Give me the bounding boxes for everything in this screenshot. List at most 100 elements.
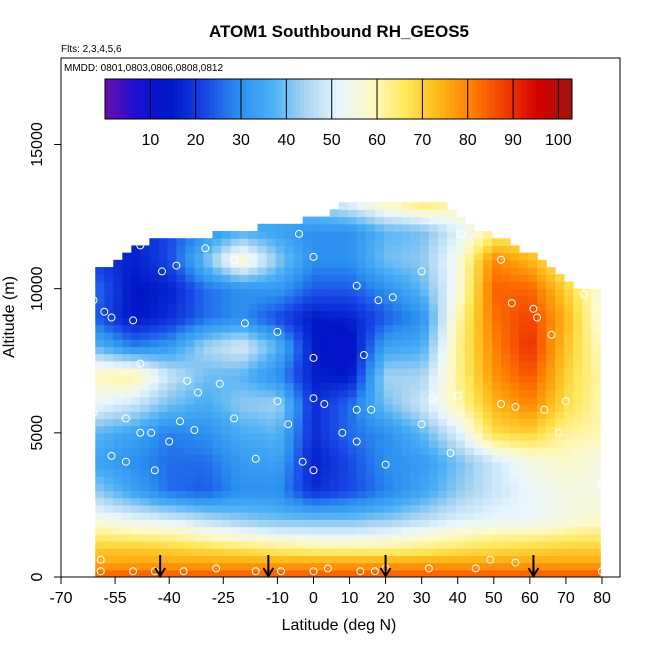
rh-cell: [510, 476, 520, 484]
rh-cell: [464, 331, 475, 340]
rh-cell: [546, 389, 556, 398]
colorbar-step: [435, 79, 442, 119]
rh-cell: [356, 367, 367, 376]
rh-cell: [302, 245, 313, 254]
rh-cell: [546, 533, 556, 542]
rh-cell: [257, 346, 268, 355]
rh-cell: [428, 396, 439, 405]
rh-cell: [410, 425, 421, 434]
rh-cell: [464, 425, 475, 434]
rh-cell: [555, 519, 565, 528]
rh-cell: [176, 295, 187, 304]
rh-cell: [500, 548, 511, 556]
rh-cell: [555, 317, 565, 326]
rh-cell: [455, 317, 466, 326]
rh-cell: [428, 216, 439, 225]
rh-cell: [140, 490, 150, 499]
rh-cell: [500, 274, 511, 283]
rh-cell: [374, 353, 385, 362]
rh-cell: [410, 512, 421, 520]
rh-cell: [338, 540, 349, 549]
colorbar-step: [535, 79, 541, 119]
rh-cell: [519, 555, 529, 564]
colorbar-step: [358, 79, 364, 119]
rh-cell: [419, 425, 430, 434]
rh-cell: [528, 303, 538, 311]
rh-cell: [383, 555, 394, 564]
rh-cell: [329, 209, 340, 218]
rh-cell: [266, 411, 277, 420]
rh-cell: [546, 360, 556, 369]
rh-cell: [275, 274, 286, 283]
rh-cell: [510, 382, 520, 391]
rh-cell: [482, 360, 493, 369]
rh-cell: [203, 324, 214, 333]
rh-cell: [582, 440, 592, 448]
rh-cell: [203, 295, 214, 304]
rh-cell: [410, 367, 421, 376]
rh-cell: [302, 281, 313, 290]
rh-cell: [239, 447, 250, 456]
rh-cell: [347, 245, 358, 254]
rh-cell: [167, 418, 178, 427]
rh-cell: [113, 360, 123, 369]
rh-cell: [176, 339, 187, 347]
rh-cell: [176, 389, 187, 398]
rh-cell: [257, 367, 268, 376]
colorbar-step: [327, 79, 333, 119]
colorbar-step: [313, 79, 319, 119]
rh-cell: [374, 483, 385, 492]
rh-cell: [239, 324, 250, 333]
x-tick-label: 70: [557, 590, 575, 607]
rh-cell: [230, 490, 241, 499]
rh-cell: [482, 440, 493, 448]
rh-cell: [122, 259, 132, 268]
rh-cell: [510, 310, 520, 319]
rh-cell: [275, 411, 286, 420]
rh-cell: [257, 447, 268, 456]
rh-cell: [528, 375, 538, 383]
rh-cell: [149, 324, 159, 333]
rh-cell: [338, 324, 349, 333]
rh-cell: [230, 288, 241, 297]
rh-cell: [546, 454, 556, 463]
rh-cell: [410, 483, 421, 492]
rh-cell: [374, 418, 385, 427]
rh-cell: [365, 303, 376, 311]
rh-cell: [528, 404, 538, 412]
rh-cell: [203, 389, 214, 398]
rh-cell: [320, 252, 331, 261]
rh-cell: [437, 324, 448, 333]
rh-cell: [582, 404, 592, 412]
rh-cell: [122, 555, 132, 564]
rh-cell: [284, 259, 295, 268]
rh-cell: [410, 497, 421, 506]
rh-cell: [113, 288, 123, 297]
rh-cell: [257, 454, 268, 463]
rh-cell: [455, 483, 466, 492]
rh-cell: [374, 476, 385, 484]
rh-cell: [365, 324, 376, 333]
rh-cell: [473, 540, 484, 549]
rh-cell: [221, 324, 232, 333]
rh-cell: [203, 310, 214, 319]
rh-cell: [167, 259, 178, 268]
rh-cell: [293, 548, 304, 556]
rh-cell: [410, 519, 421, 528]
rh-cell: [302, 432, 313, 441]
rh-cell: [266, 367, 277, 376]
rh-cell: [392, 440, 403, 448]
rh-cell: [573, 310, 583, 319]
rh-cell: [149, 404, 159, 412]
rh-cell: [555, 367, 565, 376]
rh-cell: [464, 533, 475, 542]
colorbar-tick-label: 10: [141, 132, 159, 149]
rh-cell: [266, 274, 277, 283]
rh-cell: [113, 274, 123, 283]
rh-cell: [221, 533, 232, 542]
rh-cell: [122, 533, 132, 542]
rh-cell: [239, 533, 250, 542]
observation-point: [89, 296, 98, 305]
observation-point: [147, 428, 156, 437]
